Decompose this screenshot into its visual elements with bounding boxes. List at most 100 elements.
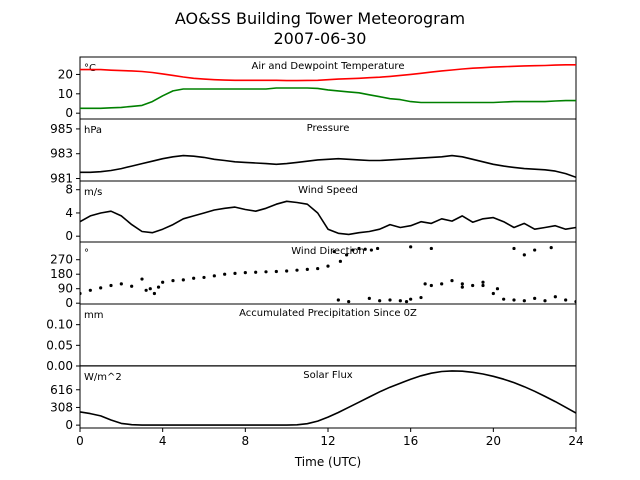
data-point xyxy=(357,246,361,251)
data-point xyxy=(152,291,156,296)
x-axis: 0 4 8 12 16 20 24 xyxy=(76,428,584,448)
x-axis-label: Time (UTC) xyxy=(294,455,361,469)
figure-title: AO&SS Building Tower Meteorogram xyxy=(175,9,465,28)
data-point xyxy=(564,298,568,302)
data-point xyxy=(202,275,206,280)
series-line-1 xyxy=(80,370,576,426)
data-point xyxy=(326,264,330,268)
panel-title: Pressure xyxy=(307,123,350,134)
data-point xyxy=(553,295,557,299)
series-line-1 xyxy=(80,64,576,82)
panel-plot-area xyxy=(80,245,576,304)
panel-unit-label: °C xyxy=(84,63,96,74)
data-point xyxy=(460,282,464,286)
series-line-2 xyxy=(80,87,576,110)
data-point xyxy=(338,259,342,263)
y-tick-label: 20 xyxy=(58,67,73,81)
x-tick-label: 4 xyxy=(159,434,167,448)
data-point xyxy=(274,269,278,274)
y-tick-label: 983 xyxy=(50,147,73,161)
y-tick-label: 0 xyxy=(65,229,73,243)
data-point xyxy=(533,248,537,252)
data-point xyxy=(460,285,464,289)
panel-plot-area xyxy=(80,200,576,236)
panel-title: Air and Dewpoint Temperature xyxy=(252,61,405,72)
panel-unit-label: m/s xyxy=(84,187,102,198)
y-tick-label: 0 xyxy=(65,106,73,120)
data-point xyxy=(254,270,258,274)
x-tick-label: 0 xyxy=(76,434,84,448)
data-point xyxy=(88,288,92,292)
data-point xyxy=(481,283,485,288)
data-point xyxy=(332,250,336,254)
series-line-1 xyxy=(80,200,576,236)
data-point xyxy=(305,267,309,271)
x-tick-label: 12 xyxy=(320,434,335,448)
panel-unit-label: ° xyxy=(84,248,89,259)
data-point xyxy=(409,297,413,301)
panel-unit-label: hPa xyxy=(84,125,102,136)
data-point xyxy=(80,291,82,296)
data-point xyxy=(574,299,576,304)
data-point xyxy=(388,298,392,302)
panel-5: mm Accumulated Precipitation Since 0Z 0.00… xyxy=(46,303,577,373)
data-point xyxy=(398,299,402,303)
data-point xyxy=(522,299,526,303)
data-point xyxy=(363,247,367,251)
panel-title: Wind Speed xyxy=(298,185,358,196)
x-tick-label: 24 xyxy=(568,434,583,448)
data-point xyxy=(522,253,526,257)
y-tick-label: 90 xyxy=(58,282,73,296)
data-point xyxy=(481,280,485,284)
panels-group: °C Air and Dewpoint Temperature 0 10 20 hPa Pr… xyxy=(46,56,577,432)
y-tick-label: 0 xyxy=(65,418,73,432)
panel-plot-area xyxy=(80,64,576,110)
data-point xyxy=(419,295,423,300)
panel-unit-label: W/m^2 xyxy=(84,372,122,383)
y-tick-label: 8 xyxy=(65,183,73,197)
data-point xyxy=(223,272,227,276)
data-point xyxy=(316,266,320,271)
data-point xyxy=(119,282,123,286)
data-point xyxy=(212,274,216,278)
data-point xyxy=(429,283,433,288)
y-tick-label: 0.00 xyxy=(46,359,73,373)
data-point xyxy=(345,253,349,257)
data-point xyxy=(181,278,185,282)
y-tick-label: 308 xyxy=(50,400,73,414)
y-tick-label: 616 xyxy=(50,383,73,397)
data-point xyxy=(367,296,371,300)
data-point xyxy=(171,279,175,283)
data-point xyxy=(423,282,427,286)
data-point xyxy=(233,271,237,276)
data-point xyxy=(491,291,495,296)
panel-title: Wind Direction xyxy=(291,246,365,257)
data-point xyxy=(512,298,516,302)
x-tick-label: 20 xyxy=(486,434,501,448)
x-tick-label: 16 xyxy=(403,434,418,448)
y-tick-label: 180 xyxy=(50,267,73,281)
figure-subtitle-date: 2007-06-30 xyxy=(274,29,367,48)
data-point xyxy=(161,280,165,284)
data-point xyxy=(376,246,380,251)
data-point xyxy=(347,299,351,304)
data-point xyxy=(429,246,433,251)
data-point xyxy=(543,299,547,303)
panel-plot-area xyxy=(80,370,576,426)
panel-title: Solar Flux xyxy=(303,370,353,381)
y-tick-label: 0 xyxy=(65,296,73,310)
data-point xyxy=(130,284,134,288)
data-point xyxy=(156,285,161,289)
y-tick-label: 985 xyxy=(50,122,73,136)
data-point xyxy=(533,296,537,300)
data-point xyxy=(440,282,444,286)
data-point xyxy=(369,248,373,252)
data-point xyxy=(140,277,144,281)
data-point xyxy=(148,287,152,291)
y-tick-label: 10 xyxy=(58,87,73,101)
data-point xyxy=(336,298,340,302)
data-point xyxy=(243,270,247,275)
